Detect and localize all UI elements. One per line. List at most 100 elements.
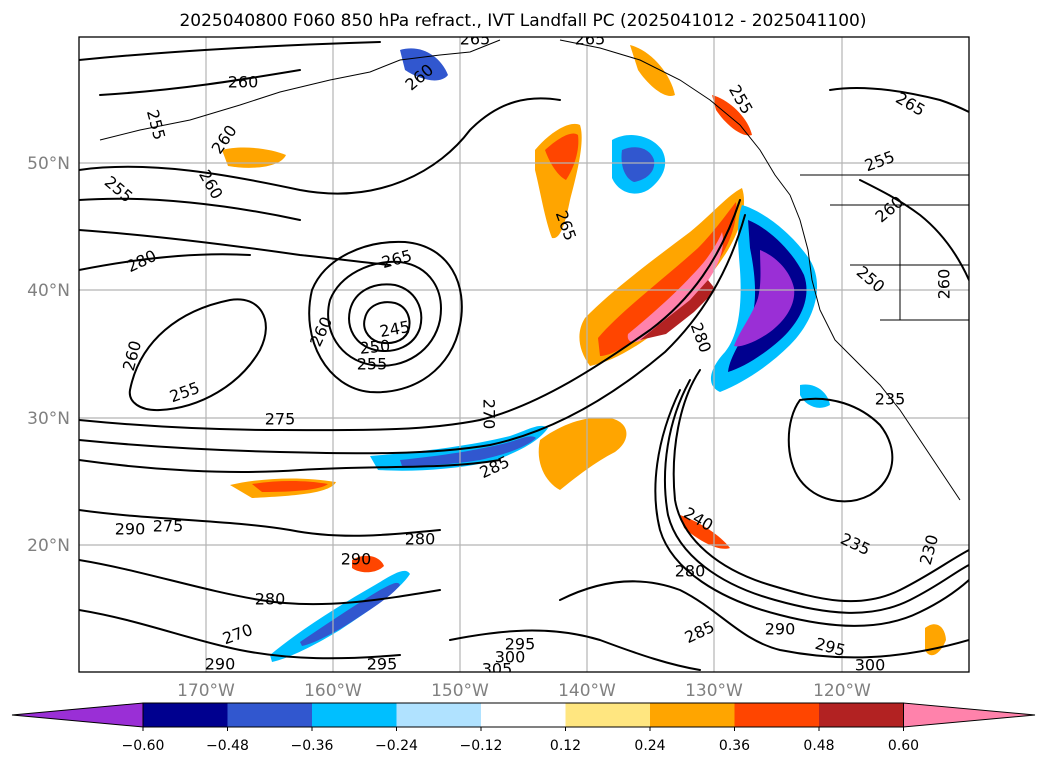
colorbar-segment [481,703,566,727]
colorbar-segment [565,703,651,727]
contour-label: 305 [482,660,513,679]
positive-anomaly-gulf [630,45,675,96]
contour-label: 280 [675,562,706,581]
latitude-label: 40°N [27,281,70,301]
gridlines [79,37,969,672]
latitude-labels: 50°N 40°N 30°N 20°N [27,154,70,556]
contour-label: 295 [367,655,398,674]
longitude-label: 170°W [177,681,235,701]
contour-line [787,397,894,503]
colorbar-tick-label: −0.60 [122,738,165,754]
contour-line [449,629,701,671]
positive-anomaly-ar-max [627,232,724,343]
contour-label: 275 [265,410,296,429]
contour-label: 290 [765,620,796,639]
contour-line [308,240,463,394]
contour-line [663,379,969,614]
colorbar-segment [312,703,397,727]
longitude-label: 160°W [304,681,362,701]
alaska-coast [99,39,501,141]
negative-anomaly-southwest-core [300,582,400,646]
contour-line [79,559,441,606]
state-borders [830,204,969,321]
contour-label: 300 [855,656,886,675]
contour-label: 255 [357,355,388,374]
gulf-coast [559,39,791,196]
contour-label: 265 [575,30,606,49]
colorbar-tick-label: 0.48 [803,738,834,754]
contour-label: 235 [875,390,906,409]
positive-anomaly-subtropic-core [252,481,328,492]
colorbar-extend-low [11,702,144,728]
contour-line [128,298,267,412]
contour-line [829,87,969,113]
figure-title: 2025040800 F060 850 hPa refract., IVT La… [179,11,866,31]
contour-line [559,580,969,659]
contour-line [363,301,411,345]
latitude-label: 30°N [27,409,70,429]
colorbar-tick-label: 0.12 [550,738,581,754]
contour-line [327,260,442,367]
longitude-label: 130°W [685,681,743,701]
colorbar-tick-label: 0.24 [634,738,665,754]
contour-label: 290 [205,655,236,674]
colorbar-extend-high [903,702,1036,728]
colorbar: −0.60 −0.48 −0.36 −0.24 −0.12 0.12 0.24 0.36 0.4… [11,702,1036,754]
contour-line [348,283,423,352]
positive-anomaly-north-core [545,133,579,180]
colorbar-segment [227,703,313,727]
contour-line [79,609,401,660]
colorbar-segment [143,703,228,727]
negative-anomaly-mexico [800,384,830,408]
contour-line [654,389,969,627]
colorbar-tick-label: −0.12 [460,738,503,754]
contour-label: 270 [480,399,499,430]
positive-anomaly-island [352,555,384,573]
contour-label: 280 [255,590,286,609]
coastlines [99,39,969,501]
contour-label: 275 [153,517,184,536]
colorbar-tick-label: 0.36 [719,738,750,754]
colorbar-segment [734,703,820,727]
contour-line [79,253,251,271]
colorbar-tick-label: 0.60 [888,738,919,754]
contour-line [859,179,969,281]
longitude-label: 120°W [813,681,871,701]
longitude-label: 140°W [558,681,616,701]
positive-anomaly-south [538,417,627,490]
negative-anomaly-north-core [621,147,655,182]
contour-label: 280 [405,530,436,549]
west-coast [789,194,961,501]
positive-anomaly-bc [712,95,752,136]
colorbar-segment [819,703,904,727]
refractivity-contours [79,41,969,671]
longitude-label: 150°W [431,681,489,701]
contour-line [99,69,301,96]
negative-anomaly-band-core [400,436,536,466]
contour-line [79,41,381,61]
positive-anomaly-ar-edge [640,280,716,340]
shaded-anomaly-fields [222,45,946,662]
contour-line [79,459,501,473]
contour-label: 300 [495,648,526,667]
contour-line [79,197,301,221]
map-frame [78,36,970,673]
contour-line [79,199,741,432]
longitude-labels: 170°W 160°W 150°W 140°W 130°W 120°W [177,681,871,701]
colorbar-tick-label: −0.36 [291,738,334,754]
contour-label: 290 [341,550,372,569]
contour-label: 295 [505,635,536,654]
colorbar-tick-label: −0.24 [375,738,418,754]
contour-line [79,97,561,195]
contour-label: 250 [359,336,391,358]
colorbar-tick-label: −0.48 [206,738,249,754]
contour-label: 290 [115,520,146,539]
contour-label: 260 [935,269,954,300]
latitude-label: 50°N [27,154,70,174]
negative-anomaly-coastal-min [734,250,795,347]
contour-label: 260 [228,73,259,92]
colorbar-segment [396,703,482,727]
latitude-label: 20°N [27,536,70,556]
